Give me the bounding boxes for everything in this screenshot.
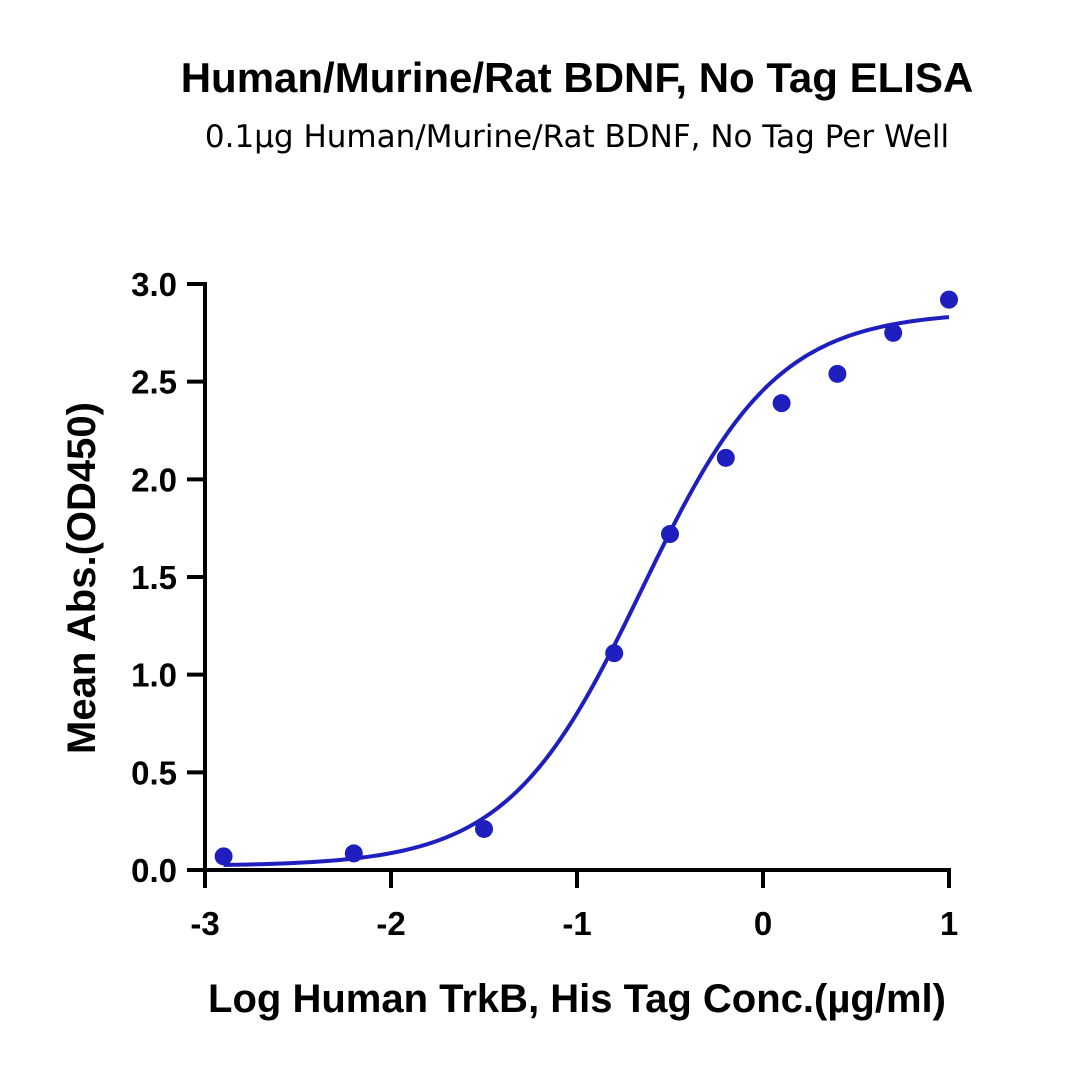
data-point [716,448,735,467]
x-axis-title: Log Human TrkB, His Tag Conc.(µg/ml) [208,977,946,1021]
y-tick-label: 0.5 [131,754,177,791]
data-point [940,290,958,309]
y-tick-label: 2.5 [131,364,177,401]
y-axis-title: Mean Abs.(OD450) [60,402,104,754]
data-point [475,819,493,838]
x-tick-label: -1 [562,905,591,942]
data-point [884,323,903,342]
y-tick-label: 3.0 [131,266,177,303]
chart-subtitle: 0.1µg Human/Murine/Rat BDNF, No Tag Per … [205,119,949,155]
data-point [661,525,679,544]
fit-curve [223,315,950,867]
data-point [772,394,791,413]
y-tick-label: 0.0 [131,852,177,889]
data-point [344,844,363,863]
x-tick-label: -2 [376,905,405,942]
chart-title: Human/Murine/Rat BDNF, No Tag ELISA [181,54,974,101]
x-axis-ticks: -3 -2 -1 0 1 [190,870,958,942]
x-tick-label: 1 [940,905,958,942]
plot-area [214,290,958,867]
y-tick-label: 1.0 [131,657,177,694]
x-tick-label: 0 [754,905,772,942]
y-tick-label: 1.5 [131,559,177,596]
y-tick-label: 2.0 [131,461,177,498]
data-point [214,847,233,866]
y-axis-ticks: 0.0 0.5 1.0 1.5 2.0 2.5 3.0 [131,266,205,889]
data-point [605,644,624,663]
data-point [828,364,847,383]
x-tick-label: -3 [190,905,219,942]
